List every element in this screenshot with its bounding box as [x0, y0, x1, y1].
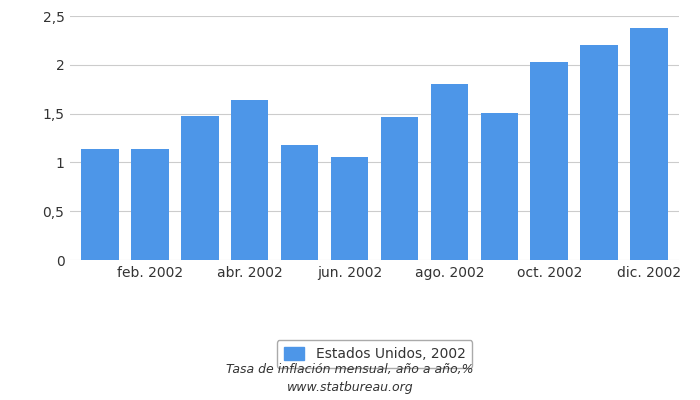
Text: www.statbureau.org: www.statbureau.org — [287, 382, 413, 394]
Text: Tasa de inflación mensual, año a año,%: Tasa de inflación mensual, año a año,% — [226, 364, 474, 376]
Legend: Estados Unidos, 2002: Estados Unidos, 2002 — [276, 340, 472, 368]
Bar — [381, 116, 418, 260]
Bar — [531, 62, 568, 260]
Bar — [81, 149, 119, 260]
Bar — [181, 116, 218, 260]
Bar — [430, 84, 468, 260]
Bar — [231, 100, 268, 260]
Bar — [580, 45, 618, 260]
Bar — [630, 28, 668, 260]
Bar — [481, 113, 518, 260]
Bar — [131, 149, 169, 260]
Bar — [281, 145, 318, 260]
Bar — [331, 156, 368, 260]
